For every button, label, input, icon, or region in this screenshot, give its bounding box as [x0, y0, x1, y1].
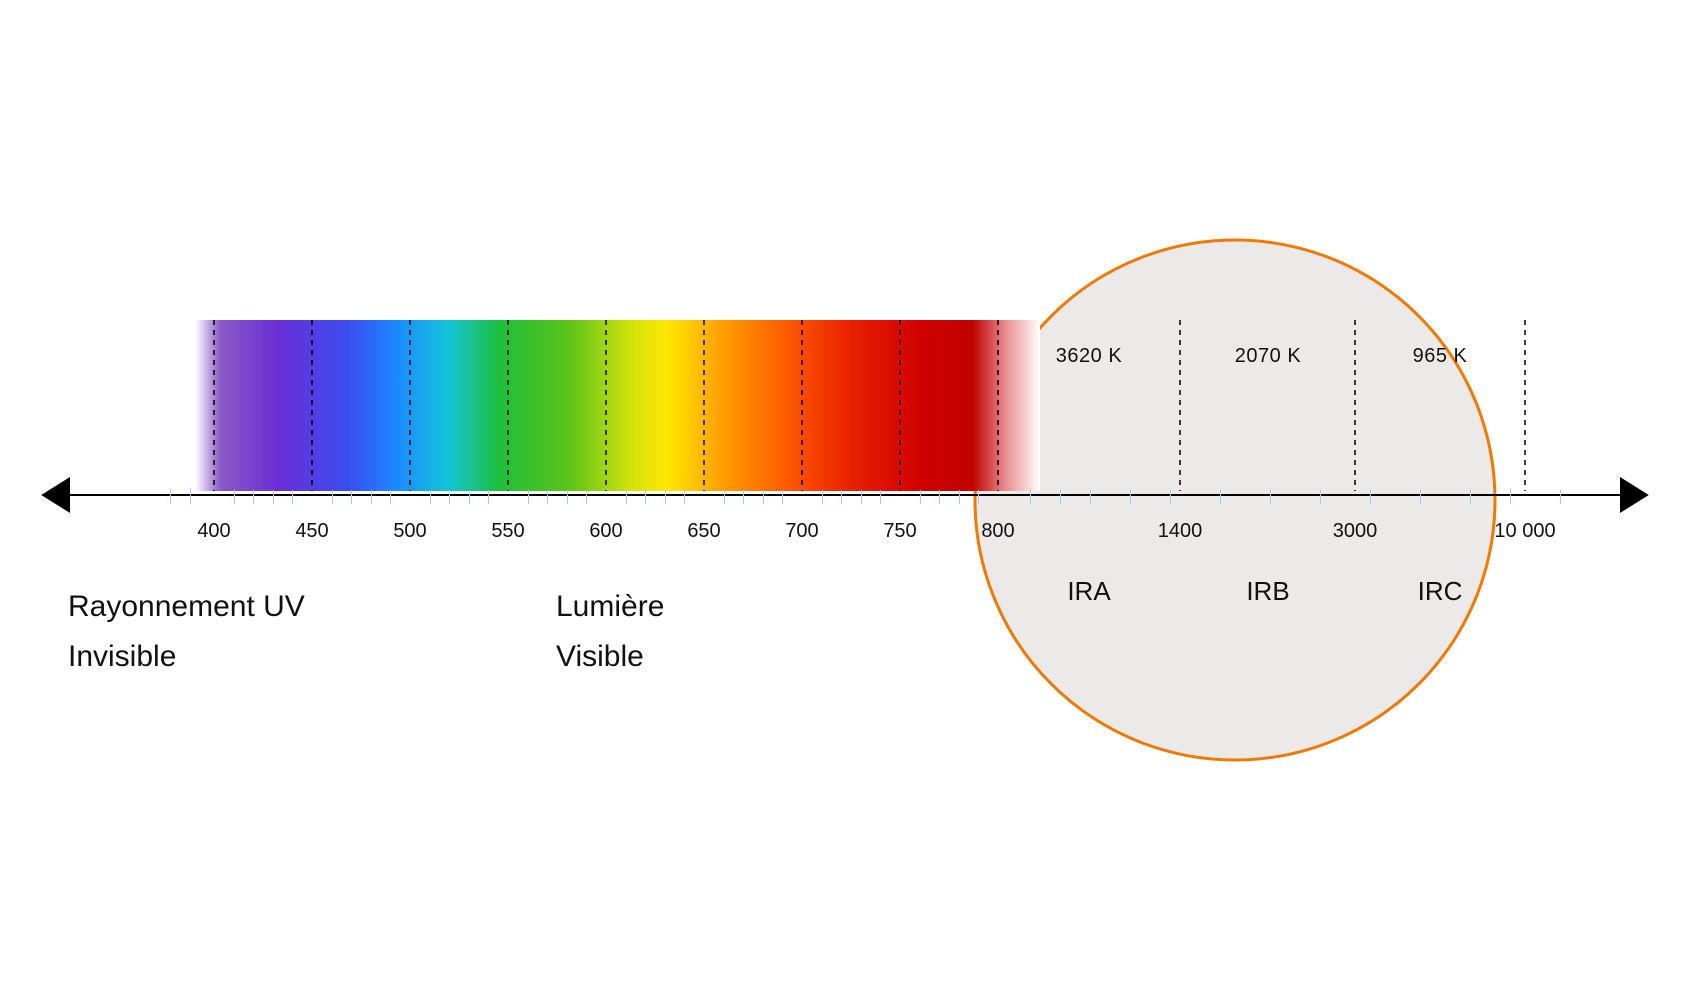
minor-tick [920, 490, 921, 504]
minor-tick [190, 490, 191, 504]
ir-tick-label: 1400 [1158, 520, 1203, 543]
uv-label-line1: Rayonnement UV [68, 590, 305, 624]
wavelength-tick-label: 500 [393, 520, 426, 543]
minor-tick [430, 490, 431, 504]
minor-tick [1370, 490, 1371, 504]
minor-tick [822, 490, 823, 504]
minor-tick [1560, 490, 1561, 504]
minor-tick [978, 490, 979, 504]
uv-label-line2: Invisible [68, 640, 176, 674]
wavelength-tick-label: 750 [883, 520, 916, 543]
minor-tick [743, 490, 744, 504]
wavelength-tick-label: 650 [687, 520, 720, 543]
ir-band-temperature: 2070 K [1235, 345, 1301, 368]
minor-tick [567, 490, 568, 504]
minor-tick [351, 490, 352, 504]
wavelength-tick-label: 800 [981, 520, 1014, 543]
wavelength-tick-label: 400 [197, 520, 230, 543]
minor-tick [684, 490, 685, 504]
minor-tick [1220, 490, 1221, 504]
minor-tick [1470, 490, 1471, 504]
minor-tick [586, 490, 587, 504]
minor-tick [959, 490, 960, 504]
minor-tick [841, 490, 842, 504]
minor-tick [234, 490, 235, 504]
minor-tick [332, 490, 333, 504]
wavelength-tick-label: 700 [785, 520, 818, 543]
ir-band-name: IRA [1067, 576, 1110, 607]
minor-tick [645, 490, 646, 504]
wavelength-tick-label: 550 [491, 520, 524, 543]
minor-tick [1060, 490, 1061, 504]
minor-tick [469, 490, 470, 504]
minor-tick [390, 490, 391, 504]
ir-band-temperature: 965 K [1413, 345, 1468, 368]
minor-tick [488, 490, 489, 504]
wavelength-tick-label: 450 [295, 520, 328, 543]
ir-tick-label: 3000 [1333, 520, 1378, 543]
visible-label-line2: Visible [556, 640, 644, 674]
minor-tick [724, 490, 725, 504]
minor-tick [371, 490, 372, 504]
minor-tick [626, 490, 627, 504]
minor-tick [880, 490, 881, 504]
minor-tick [1170, 490, 1171, 504]
wavelength-tick-label: 600 [589, 520, 622, 543]
minor-tick [547, 490, 548, 504]
minor-tick [449, 490, 450, 504]
minor-tick [292, 490, 293, 504]
minor-tick [1320, 490, 1321, 504]
minor-tick [1420, 490, 1421, 504]
minor-tick [1030, 490, 1031, 504]
minor-tick [253, 490, 254, 504]
arrow-right-icon [1620, 477, 1649, 513]
ir-band-temperature: 3620 K [1056, 345, 1122, 368]
minor-tick [782, 490, 783, 504]
ir-band-name: IRC [1418, 576, 1463, 607]
minor-tick [1510, 490, 1511, 504]
arrow-left-icon [41, 477, 70, 513]
ir-band-name: IRB [1246, 576, 1289, 607]
minor-tick [170, 490, 171, 504]
minor-tick [273, 490, 274, 504]
minor-tick [665, 490, 666, 504]
minor-tick [1270, 490, 1271, 504]
ir-tick-label: 10 000 [1494, 520, 1555, 543]
minor-tick [861, 490, 862, 504]
minor-tick [1130, 490, 1131, 504]
minor-tick [939, 490, 940, 504]
visible-label-line1: Lumière [556, 590, 664, 624]
minor-tick [528, 490, 529, 504]
minor-tick [1090, 490, 1091, 504]
minor-tick [763, 490, 764, 504]
